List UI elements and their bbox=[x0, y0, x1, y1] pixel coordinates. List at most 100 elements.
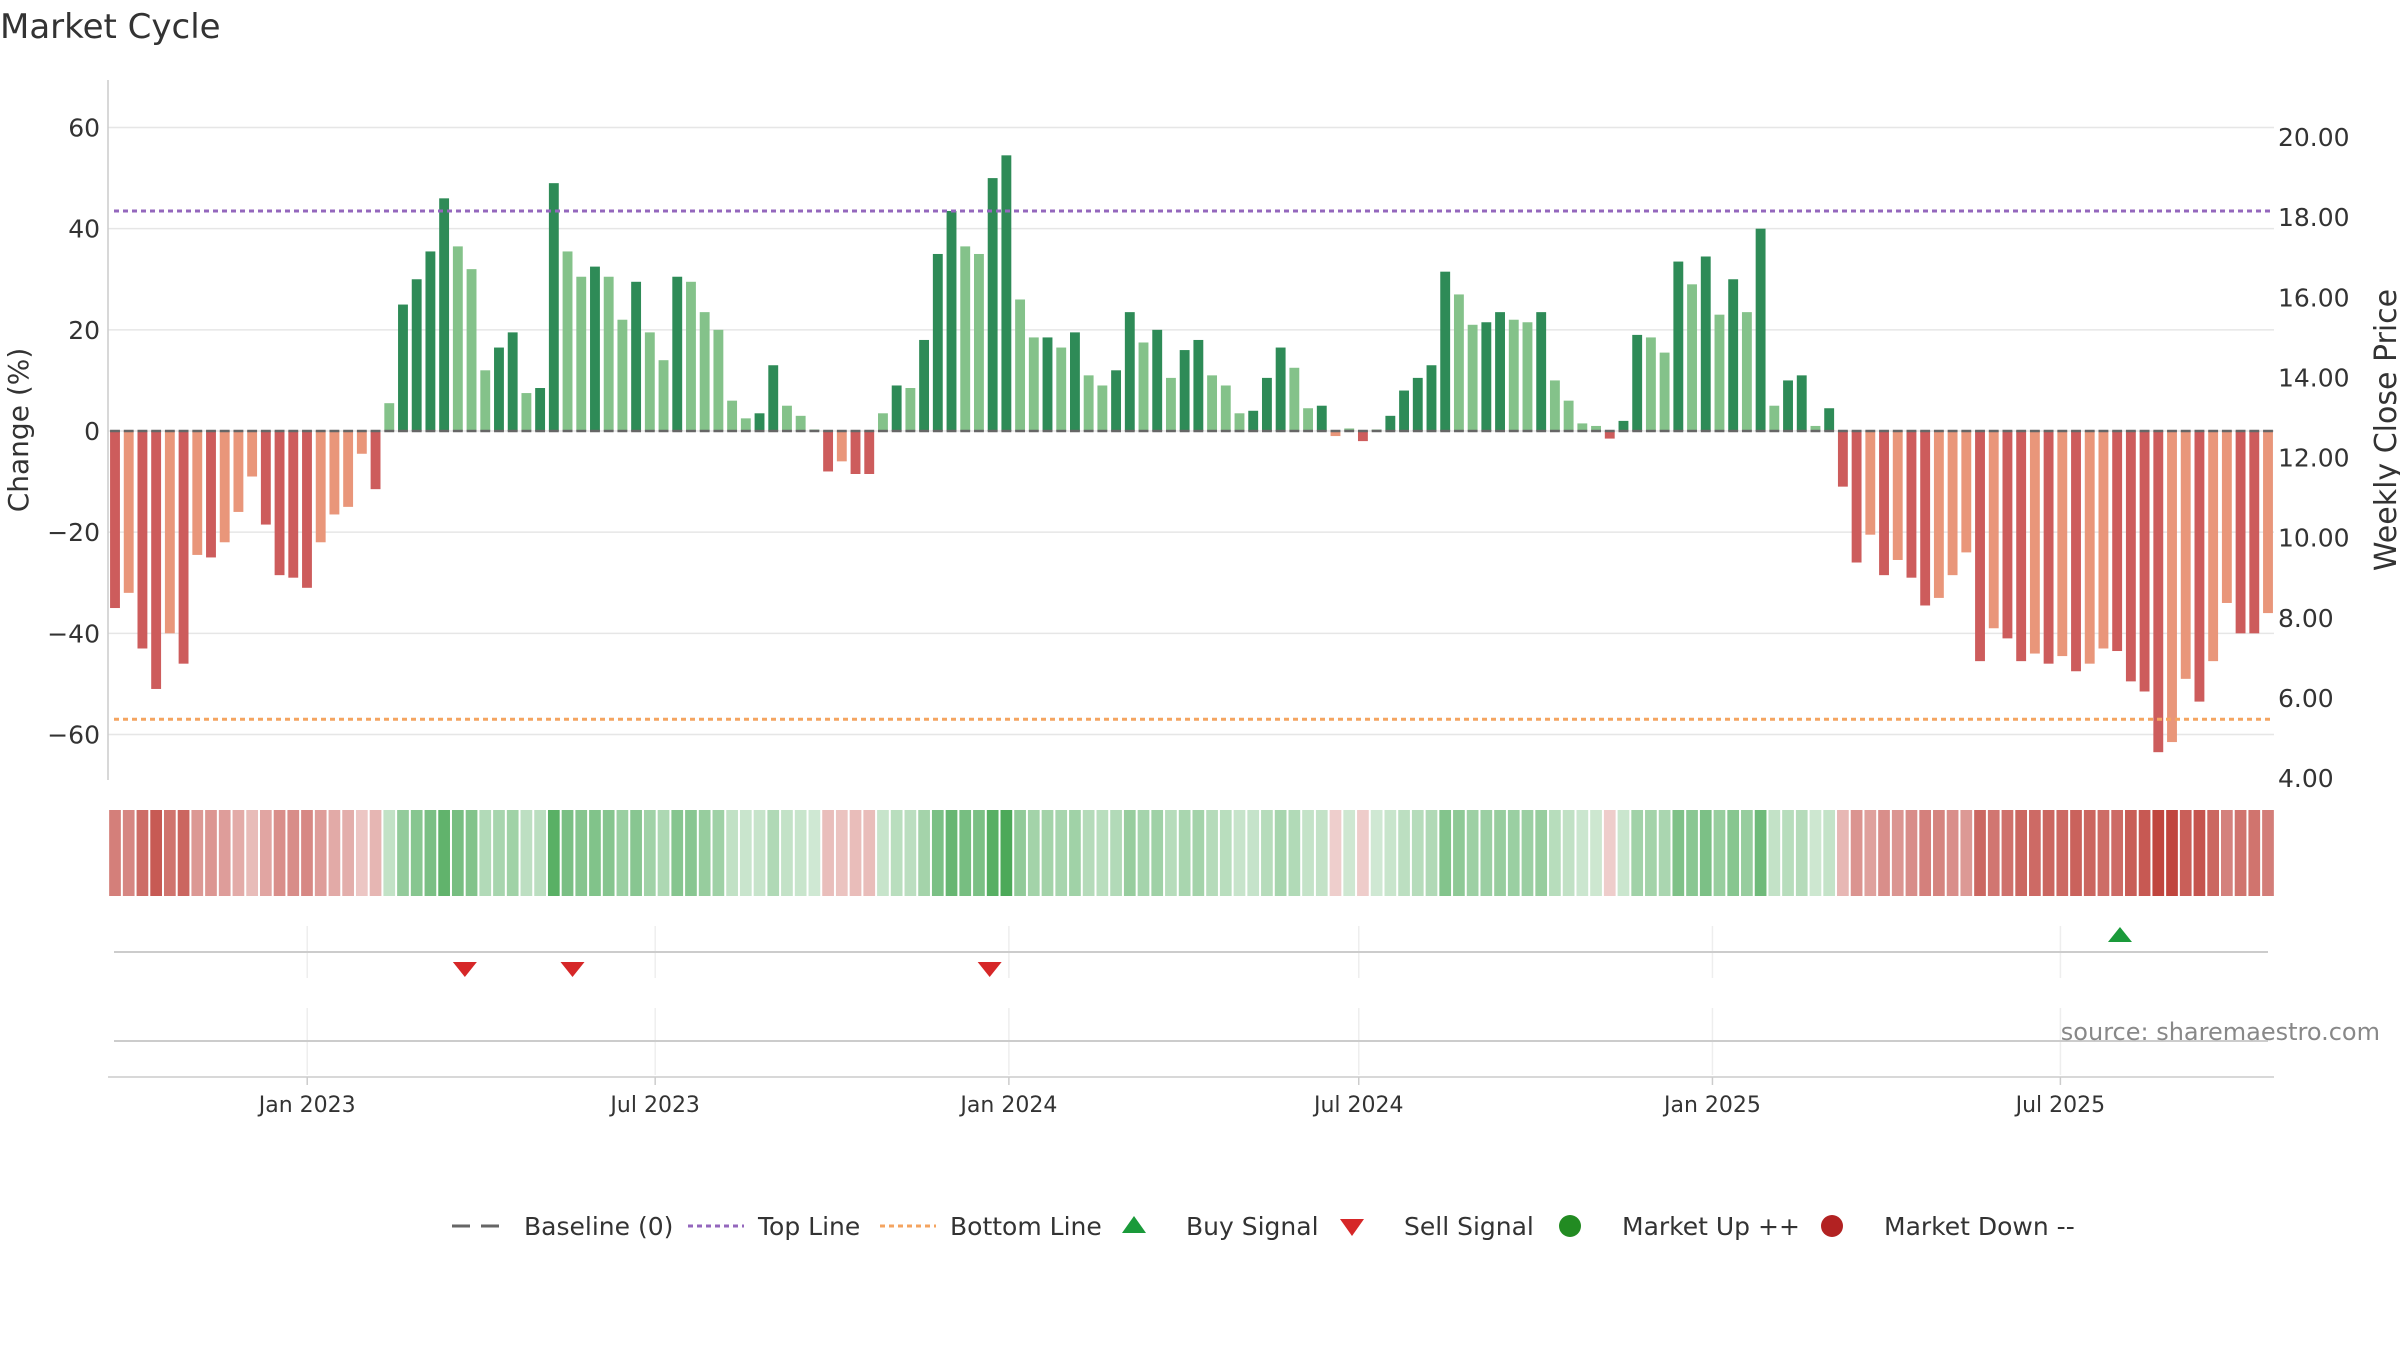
strip-cell bbox=[1315, 810, 1328, 896]
x-tick-label: Jan 2023 bbox=[257, 1093, 356, 1118]
bar bbox=[2139, 431, 2150, 692]
strip-cell bbox=[726, 810, 738, 896]
bar bbox=[439, 198, 450, 431]
bar bbox=[1097, 385, 1108, 431]
strip-cell bbox=[973, 810, 985, 896]
right-tick-label: 18.00 bbox=[2278, 203, 2350, 232]
bar bbox=[823, 431, 834, 472]
bar bbox=[535, 388, 546, 431]
bar bbox=[2002, 431, 2013, 639]
bar bbox=[1015, 299, 1026, 431]
bar bbox=[548, 183, 559, 431]
bar bbox=[1961, 431, 1972, 553]
bar bbox=[1275, 347, 1286, 431]
strip-cell bbox=[328, 810, 341, 896]
bar bbox=[1467, 324, 1478, 431]
strip-cell bbox=[1891, 810, 1904, 896]
strip-cell bbox=[287, 810, 300, 896]
strip-cell bbox=[2221, 810, 2233, 896]
strip-cell bbox=[1727, 810, 1740, 896]
bar bbox=[1755, 228, 1766, 431]
x-tick-label: Jan 2025 bbox=[1662, 1093, 1761, 1118]
bar bbox=[2016, 431, 2027, 662]
bar bbox=[878, 413, 888, 431]
strip-cell bbox=[1535, 810, 1548, 896]
strip-cell bbox=[1302, 810, 1314, 896]
strip-cell bbox=[1919, 810, 1932, 896]
bar bbox=[137, 431, 148, 649]
bar bbox=[1207, 375, 1218, 431]
heat-strip bbox=[109, 810, 2274, 896]
bar bbox=[672, 276, 683, 431]
strip-cell bbox=[1411, 810, 1424, 896]
bar bbox=[946, 210, 957, 431]
bar bbox=[617, 319, 628, 431]
bar bbox=[1604, 431, 1615, 439]
strip-cell bbox=[1288, 810, 1301, 896]
bar bbox=[1495, 312, 1505, 431]
strip-cell bbox=[246, 810, 258, 896]
legend-label: Market Up ++ bbox=[1622, 1212, 1800, 1241]
strip-cell bbox=[1425, 810, 1438, 896]
bar bbox=[576, 276, 587, 431]
strip-cell bbox=[1096, 810, 1109, 896]
strip-cell bbox=[822, 810, 834, 896]
strip-cell bbox=[1549, 810, 1561, 896]
bar bbox=[850, 431, 861, 474]
strip-cell bbox=[1206, 810, 1218, 896]
bar bbox=[1344, 428, 1355, 431]
strip-cell bbox=[1137, 810, 1150, 896]
bar bbox=[1591, 425, 1601, 431]
strip-cell bbox=[657, 810, 670, 896]
strip-cell bbox=[424, 810, 437, 896]
strip-cell bbox=[1357, 810, 1369, 896]
x-tick-label: Jul 2025 bbox=[2014, 1093, 2106, 1118]
bar bbox=[795, 415, 806, 431]
y-axis-label-left: Change (%) bbox=[2, 348, 35, 513]
bar bbox=[151, 431, 162, 689]
bar bbox=[206, 431, 216, 558]
strip-cell bbox=[1617, 810, 1630, 896]
bar bbox=[1933, 431, 1944, 598]
strip-cell bbox=[479, 810, 492, 896]
strip-cell bbox=[1219, 810, 1232, 896]
right-tick-label: 4.00 bbox=[2278, 764, 2334, 793]
bar bbox=[466, 269, 477, 431]
strip-cell bbox=[712, 810, 725, 896]
strip-cell bbox=[2125, 810, 2137, 896]
bar bbox=[1865, 431, 1876, 535]
strip-cell bbox=[1905, 810, 1918, 896]
strip-cell bbox=[1631, 810, 1644, 896]
strip-cell bbox=[1480, 810, 1493, 896]
bar bbox=[1056, 347, 1067, 431]
bar bbox=[1220, 385, 1231, 431]
bar bbox=[1412, 377, 1423, 431]
bar bbox=[1165, 377, 1176, 431]
strip-cell bbox=[191, 810, 204, 896]
strip-cell bbox=[863, 810, 876, 896]
legend-item: Sell Signal bbox=[1340, 1212, 1534, 1241]
bar bbox=[1536, 312, 1547, 431]
bar bbox=[1796, 375, 1807, 431]
bar bbox=[1042, 337, 1053, 431]
strip-cell bbox=[2097, 810, 2110, 896]
bar bbox=[370, 431, 381, 490]
strip-cell bbox=[1699, 810, 1712, 896]
strip-cell bbox=[1837, 810, 1849, 896]
bar bbox=[891, 385, 902, 431]
strip-cell bbox=[808, 810, 821, 896]
strip-cell bbox=[259, 810, 272, 896]
legend: Baseline (0) Top Line Bottom Line Buy Signa… bbox=[452, 1212, 2075, 1241]
strip-cell bbox=[1974, 810, 1986, 896]
bar bbox=[1083, 375, 1094, 431]
strip-cell bbox=[2248, 810, 2261, 896]
strip-cell bbox=[273, 810, 286, 896]
strip-cell bbox=[1645, 810, 1657, 896]
strip-cell bbox=[1521, 810, 1534, 896]
strip-cell bbox=[849, 810, 862, 896]
strip-cell bbox=[1494, 810, 1506, 896]
strip-cell bbox=[2152, 810, 2165, 896]
bar bbox=[507, 332, 518, 431]
strip-cell bbox=[451, 810, 464, 896]
sell-signal-marker bbox=[452, 962, 477, 977]
